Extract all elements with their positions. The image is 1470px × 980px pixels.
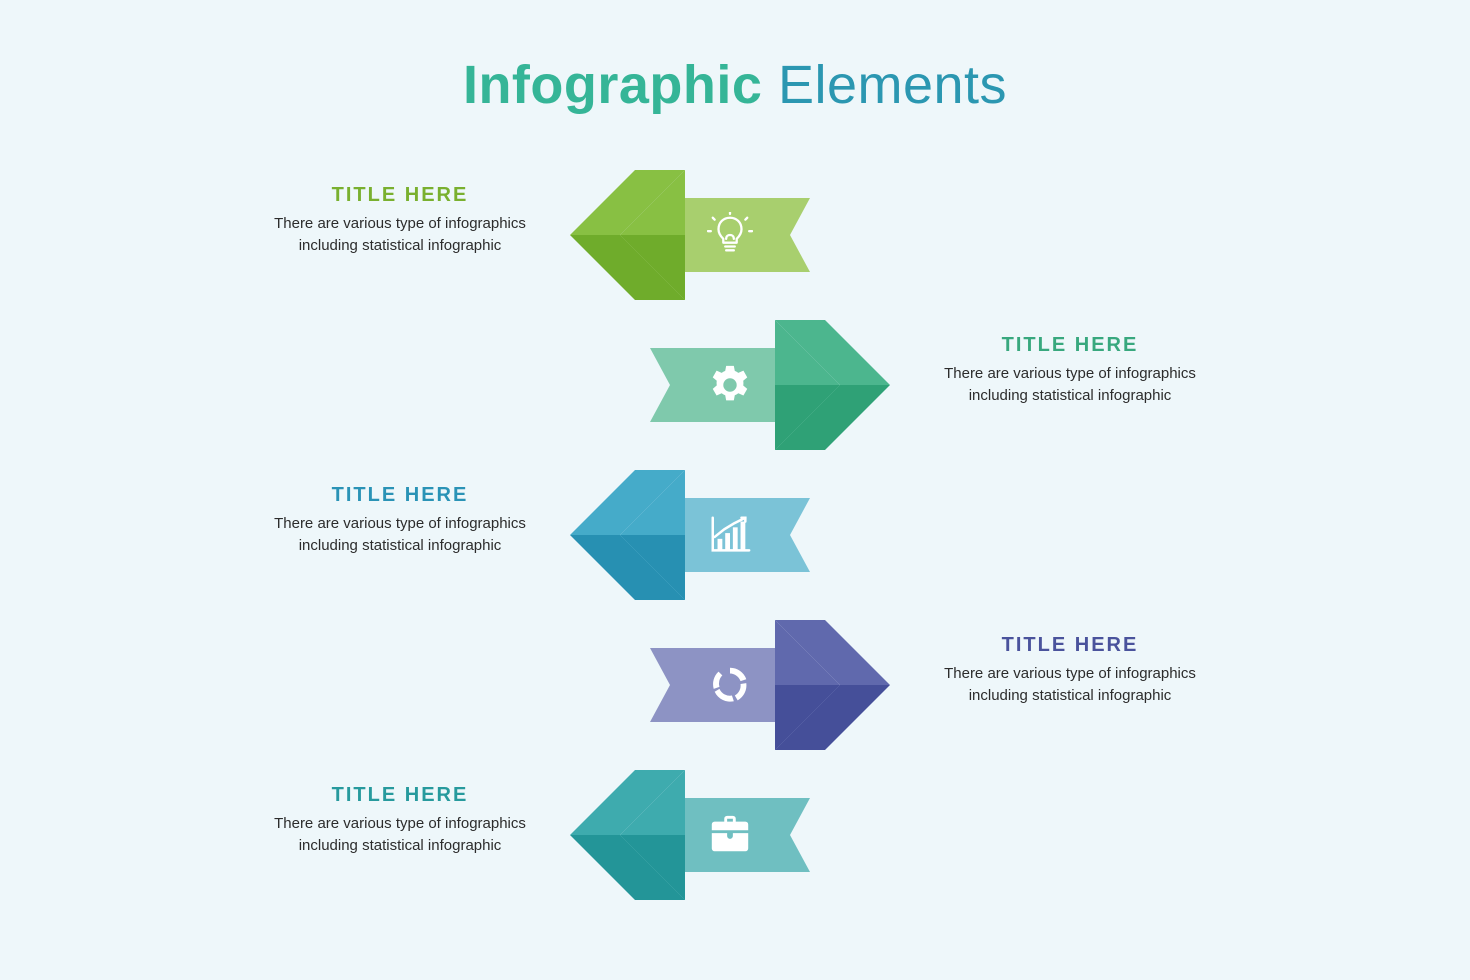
chevron-arrow xyxy=(635,620,895,750)
infographic-row: TITLE HEREThere are various type of info… xyxy=(285,620,1185,770)
cycle-icon xyxy=(707,662,753,708)
infographic-row: TITLE HEREThere are various type of info… xyxy=(285,470,1185,620)
item-title: TITLE HERE xyxy=(270,184,530,207)
gear-icon xyxy=(707,362,753,408)
item-description: There are various type of infographics i… xyxy=(940,363,1200,407)
infographic-row: TITLE HEREThere are various type of info… xyxy=(285,770,1185,920)
item-title: TITLE HERE xyxy=(940,634,1200,657)
chevron-arrow xyxy=(565,170,825,300)
briefcase-icon xyxy=(707,812,753,858)
item-description: There are various type of infographics i… xyxy=(270,813,530,857)
title-word-1: Infographic xyxy=(463,55,763,115)
item-title: TITLE HERE xyxy=(940,334,1200,357)
infographic-stage: TITLE HEREThere are various type of info… xyxy=(285,170,1185,920)
chevron-arrow xyxy=(565,770,825,900)
item-title: TITLE HERE xyxy=(270,784,530,807)
chevron-arrow xyxy=(635,320,895,450)
item-text: TITLE HERE There are various type of info… xyxy=(270,784,530,857)
item-description: There are various type of infographics i… xyxy=(270,513,530,557)
item-description: There are various type of infographics i… xyxy=(270,213,530,257)
chevron-arrow xyxy=(565,470,825,600)
item-title: TITLE HERE xyxy=(270,484,530,507)
chart-icon xyxy=(707,512,753,558)
infographic-row: TITLE HEREThere are various type of info… xyxy=(285,170,1185,320)
item-text: TITLE HERE There are various type of info… xyxy=(270,484,530,557)
item-description: There are various type of infographics i… xyxy=(940,663,1200,707)
lightbulb-icon xyxy=(707,212,753,258)
item-text: TITLE HERE There are various type of info… xyxy=(940,634,1200,707)
title-word-2: Elements xyxy=(778,55,1007,115)
infographic-row: TITLE HEREThere are various type of info… xyxy=(285,320,1185,470)
item-text: TITLE HERE There are various type of info… xyxy=(940,334,1200,407)
item-text: TITLE HERE There are various type of info… xyxy=(270,184,530,257)
page-title: Infographic Elements xyxy=(0,54,1470,116)
